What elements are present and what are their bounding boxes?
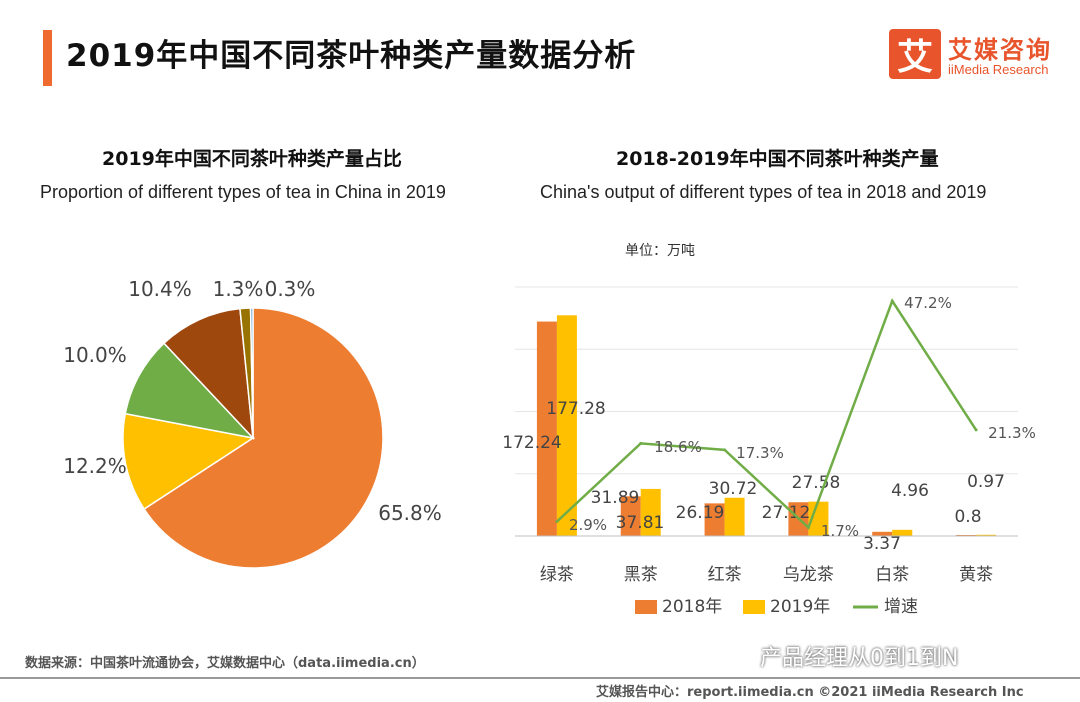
- bar-2018-label: 31.89: [591, 488, 640, 508]
- x-axis-tick-label: 绿茶: [540, 565, 574, 585]
- bar-2018: [704, 503, 725, 536]
- bar-2019-label: 4.96: [891, 481, 929, 501]
- bar-2019: [892, 529, 913, 536]
- x-axis-tick-label: 红茶: [708, 565, 742, 585]
- growth-label: 18.6%: [654, 438, 702, 456]
- bar-2019-label: 27.58: [792, 473, 841, 493]
- wechat-watermark: 产品经理从0到1到N: [760, 646, 959, 671]
- bar-2019-label: 37.81: [616, 513, 665, 533]
- growth-point: [555, 520, 559, 524]
- growth-point: [639, 441, 643, 445]
- bar-2018: [536, 321, 557, 536]
- bar-2019: [556, 315, 577, 536]
- growth-point: [723, 448, 727, 452]
- pie-slice-label: 1.3%: [213, 277, 264, 301]
- bar-chart-subtitle: China's output of different types of tea…: [540, 182, 987, 202]
- pie-slice-label: 12.2%: [63, 454, 127, 478]
- pie-chart-title: 2019年中国不同茶叶种类产量占比: [102, 148, 402, 170]
- pie-slice-label: 10.4%: [128, 277, 192, 301]
- growth-line: [556, 298, 978, 530]
- pie-slice: [143, 307, 384, 569]
- legend-label-2019: 2019年: [770, 597, 830, 617]
- growth-point: [974, 428, 978, 432]
- bar-2019-label: 177.28: [546, 399, 605, 419]
- pie-slice-label: 10.0%: [63, 343, 127, 367]
- growth-label: 2.9%: [569, 516, 607, 534]
- bar-2018: [620, 496, 641, 536]
- bar-2018-label: 0.8: [954, 507, 981, 527]
- bar-2019-label: 0.97: [967, 472, 1005, 492]
- pie-slice-label: 65.8%: [378, 501, 442, 525]
- pie-slice: [124, 342, 256, 440]
- x-axis-tick-label: 乌龙茶: [783, 565, 834, 585]
- legend-label-growth: 增速: [884, 597, 918, 617]
- logo-cn-text: 艾媒咨询: [948, 36, 1052, 64]
- page-title: 2019年中国不同茶叶种类产量数据分析: [66, 38, 637, 74]
- growth-label: 1.7%: [821, 522, 859, 540]
- title-accent-bar: [43, 30, 52, 86]
- data-source-note: 数据来源：中国茶叶流通协会，艾媒数据中心（data.iimedia.cn）: [25, 656, 425, 671]
- bar-2018: [872, 531, 893, 536]
- bar-line-chart: 172.24 177.28 绿茶 31.89 37.81 黑茶 26.19 30.72 红茶 27…: [502, 286, 1036, 617]
- bar-2018-label: 172.24: [502, 433, 561, 453]
- legend-swatch-2018: [635, 600, 657, 614]
- logo-en-text: iiMedia Research: [948, 62, 1049, 77]
- pie-slice: [122, 412, 255, 511]
- pie-slice-label: 0.3%: [265, 277, 316, 301]
- growth-label: 21.3%: [988, 424, 1036, 442]
- pie-slice: [249, 307, 254, 439]
- pie-slice: [162, 307, 254, 441]
- bar-2019: [976, 534, 997, 536]
- bar-2019: [724, 497, 745, 536]
- bar-2018-label: 3.37: [863, 534, 901, 554]
- growth-point: [806, 526, 810, 530]
- bar-2019: [808, 501, 829, 536]
- pie-chart: 65.8% 12.2% 10.0% 10.4% 1.3% 0.3%: [63, 277, 442, 569]
- bar-2019: [640, 488, 661, 536]
- bar-chart-unit: 单位：万吨: [625, 243, 695, 259]
- bar-2019-label: 30.72: [709, 479, 758, 499]
- growth-label: 17.3%: [736, 444, 784, 462]
- bar-2018-label: 26.19: [676, 503, 725, 523]
- iimedia-logo-icon: 艾: [889, 29, 941, 79]
- x-axis-tick-label: 黑茶: [624, 565, 658, 585]
- pie-chart-subtitle: Proportion of different types of tea in …: [40, 182, 446, 202]
- bar-chart-title: 2018-2019年中国不同茶叶种类产量: [616, 148, 939, 170]
- x-axis-tick-label: 白茶: [875, 565, 909, 585]
- legend-label-2018: 2018年: [662, 597, 722, 617]
- footer-report-text: 艾媒报告中心：report.iimedia.cn ©2021 iiMedia R…: [596, 685, 1024, 700]
- growth-label: 47.2%: [904, 294, 952, 312]
- x-axis-tick-label: 黄茶: [959, 565, 993, 585]
- growth-point: [890, 299, 894, 303]
- footer-divider: [0, 677, 1080, 679]
- legend-swatch-2019: [743, 600, 765, 614]
